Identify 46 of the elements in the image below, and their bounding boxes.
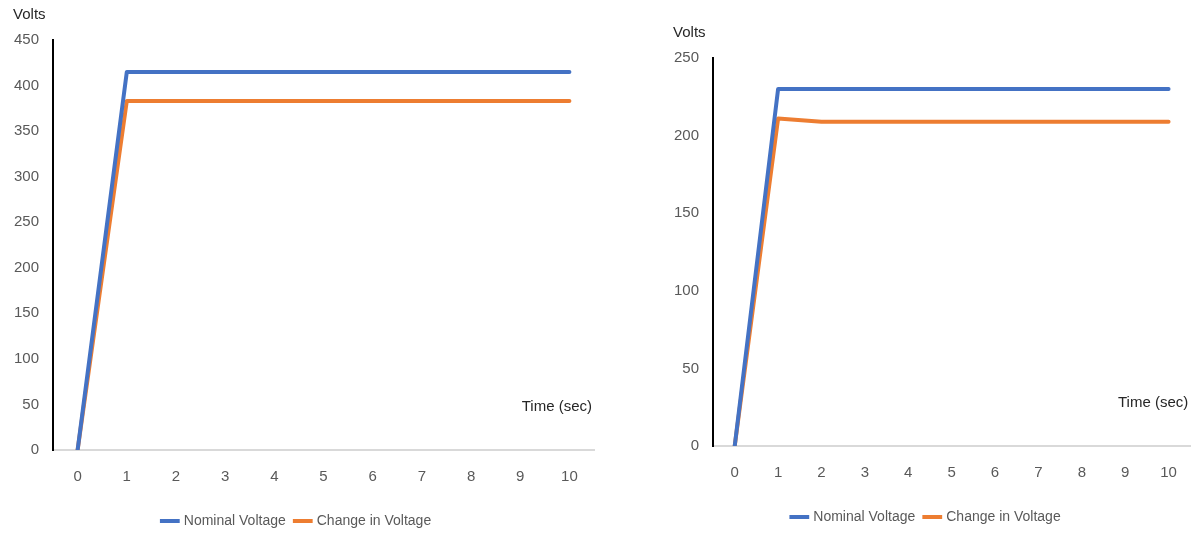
y-tick-label: 150 [14,303,40,321]
legend-label: Nominal Voltage [183,511,286,528]
x-tick-label: 6 [990,463,1000,481]
x-tick-label: 3 [860,463,870,481]
x-tick-label: 6 [368,467,377,485]
y-tick-label: 250 [14,212,40,230]
x-axis-title: Time (sec) [521,396,592,414]
x-tick-label: 5 [319,467,328,485]
y-tick-label: 250 [674,48,700,66]
x-tick-label: 9 [516,467,525,485]
y-tick-label: 100 [674,280,700,298]
legend-label: Nominal Voltage [813,507,916,524]
legend-label: Change in Voltage [946,507,1061,524]
x-tick-label: 1 [122,467,131,485]
x-tick-label: 8 [1077,463,1086,481]
y-tick-label: 200 [14,257,40,275]
y-tick-label: 200 [674,125,700,143]
y-tick-label: 400 [14,75,40,93]
y-tick-label: 150 [674,203,700,221]
y-tick-label: 50 [22,394,40,412]
y-tick-label: 0 [690,436,700,454]
y-tick-label: 450 [14,30,40,48]
x-tick-label: 4 [904,463,913,481]
y-axis-title: Volts [13,4,46,22]
x-tick-label: 7 [1034,463,1043,481]
x-tick-label: 10 [561,467,578,485]
x-tick-label: 0 [730,463,739,481]
x-tick-label: 4 [270,467,279,485]
y-tick-label: 0 [30,440,40,458]
x-tick-label: 1 [773,463,783,481]
x-tick-label: 3 [220,467,230,485]
y-tick-label: 300 [14,166,40,184]
x-tick-label: 2 [817,463,826,481]
x-tick-label: 8 [466,467,476,485]
x-tick-label: 9 [1121,463,1130,481]
legend-label: Change in Voltage [316,511,432,528]
x-axis-title: Time (sec) [1117,392,1189,410]
x-tick-label: 7 [417,467,427,485]
y-tick-label: 100 [14,349,40,367]
x-tick-label: 10 [1160,463,1177,481]
y-tick-label: 50 [682,358,700,376]
x-tick-label: 5 [947,463,956,481]
x-tick-label: 0 [73,467,82,485]
x-tick-label: 2 [171,467,181,485]
y-axis-title: Volts [673,22,706,40]
y-tick-label: 350 [14,121,40,139]
